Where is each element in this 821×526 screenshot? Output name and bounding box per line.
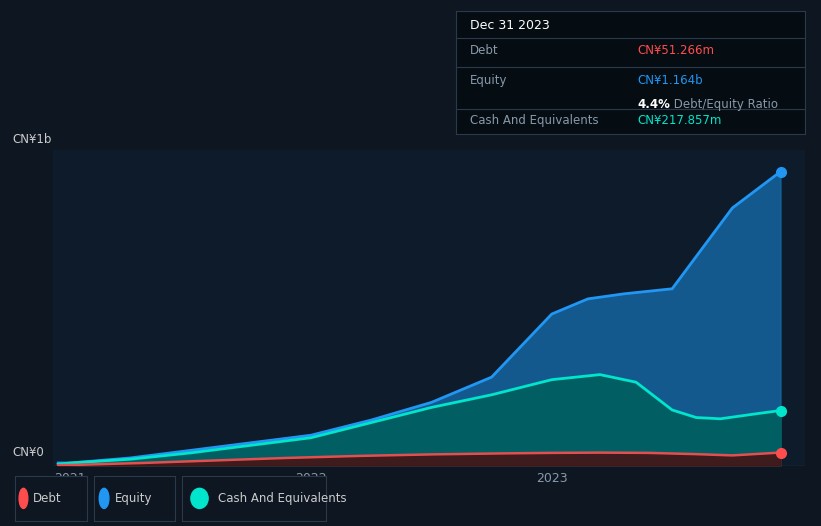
Text: CN¥217.857m: CN¥217.857m: [637, 114, 722, 127]
Text: Equity: Equity: [470, 74, 507, 87]
Text: Debt: Debt: [33, 492, 62, 505]
Text: Debt/Equity Ratio: Debt/Equity Ratio: [670, 98, 778, 112]
Ellipse shape: [191, 488, 209, 509]
Ellipse shape: [19, 488, 28, 509]
Text: CN¥51.266m: CN¥51.266m: [637, 44, 714, 57]
Text: Dec 31 2023: Dec 31 2023: [470, 19, 549, 32]
Text: CN¥0: CN¥0: [12, 446, 44, 459]
Text: 4.4%: 4.4%: [637, 98, 670, 112]
Text: Debt: Debt: [470, 44, 498, 57]
Ellipse shape: [99, 488, 109, 509]
Text: CN¥1b: CN¥1b: [12, 133, 52, 146]
Text: CN¥1.164b: CN¥1.164b: [637, 74, 703, 87]
Text: Cash And Equivalents: Cash And Equivalents: [218, 492, 346, 505]
Text: Equity: Equity: [115, 492, 152, 505]
Text: Cash And Equivalents: Cash And Equivalents: [470, 114, 599, 127]
